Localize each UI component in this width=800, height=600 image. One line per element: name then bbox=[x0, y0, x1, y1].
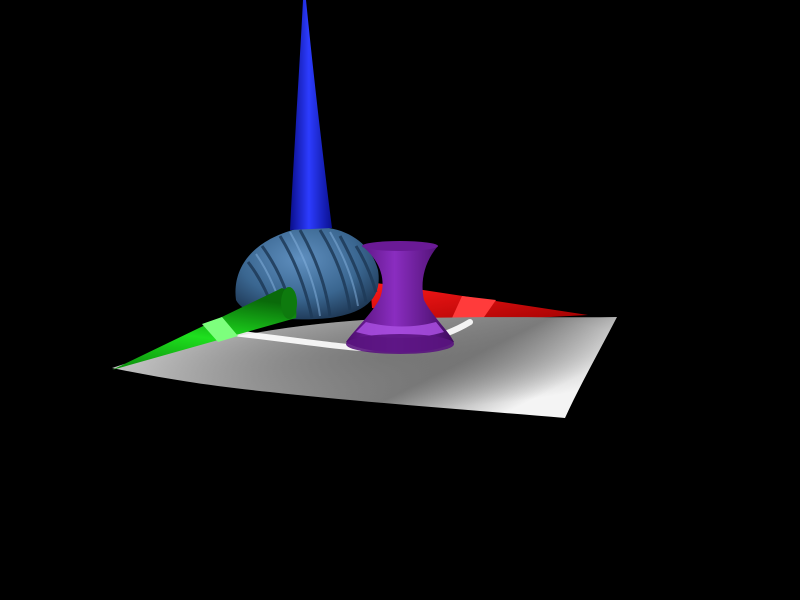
purple-hyperboloid bbox=[346, 241, 454, 354]
blue-spike bbox=[290, 0, 332, 230]
green-cone bbox=[112, 287, 297, 370]
